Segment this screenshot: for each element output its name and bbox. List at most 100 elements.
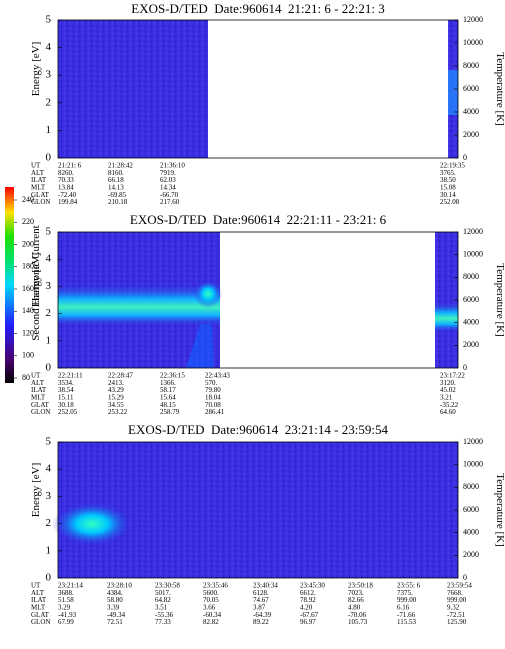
ephemeris-value: 82.66 <box>348 596 364 604</box>
ephemeris-value: 999.00 <box>397 596 417 604</box>
ephemeris-label: ILAT <box>31 596 47 604</box>
ephemeris-value: -55.36 <box>155 611 174 619</box>
ephemeris-value: 70.05 <box>203 596 219 604</box>
ephemeris-value: 58.80 <box>107 596 123 604</box>
ephemeris-label: MLT <box>31 604 46 612</box>
y-axis-label: Energy [eV] <box>30 42 42 96</box>
y-tick-label: 5 <box>46 226 52 238</box>
ephemeris-value: 258.79 <box>160 408 180 416</box>
y2-tick-label: 10000 <box>463 38 483 47</box>
y2-axis-label: Temperature [K] <box>494 52 505 125</box>
y2-tick-label: 0 <box>463 153 467 162</box>
y-tick-label: 0 <box>46 572 52 584</box>
ephemeris-label: GLON <box>31 618 50 626</box>
ephemeris-value: 4384. <box>107 589 123 597</box>
panel-title: EXOS-D/TED Date:960614 22:21:11 - 23:21:… <box>130 212 387 227</box>
y2-axis-label: Temperature [K] <box>494 263 505 336</box>
ephemeris-value: 23:17:22 <box>440 372 465 380</box>
ephemeris-value: 252.05 <box>58 408 78 416</box>
y-tick-label: 0 <box>46 362 52 374</box>
ephemeris-value: 77.33 <box>155 618 171 626</box>
ephemeris-value: 67.99 <box>58 618 74 626</box>
ephemeris-value: 23:50:18 <box>348 582 373 590</box>
ephemeris-value: 23:30:58 <box>155 582 180 590</box>
y2-tick-label: 0 <box>463 573 467 582</box>
ephemeris-value: 21:36:10 <box>160 162 185 170</box>
y2-tick-label: 4000 <box>463 107 479 116</box>
y2-tick-label: 10000 <box>463 459 483 468</box>
ephemeris-label: UT <box>31 582 41 590</box>
ephemeris-value: 3120. <box>440 379 456 387</box>
y2-tick-label: 6000 <box>463 505 479 514</box>
colorbar <box>5 187 14 383</box>
y2-tick-label: 6000 <box>463 295 479 304</box>
ephemeris-value: 38.54 <box>58 386 74 394</box>
ephemeris-value: 4.80 <box>348 604 361 612</box>
ephemeris-value: 22:19:35 <box>440 162 465 170</box>
y2-tick-label: 8000 <box>463 482 479 491</box>
ephemeris-value: 14.13 <box>108 184 124 192</box>
ephemeris-value: 253.22 <box>108 408 128 416</box>
ephemeris-value: 15.11 <box>58 394 74 402</box>
y-tick-label: 4 <box>46 463 52 475</box>
ephemeris-value: 23:55: 6 <box>397 582 421 590</box>
y-tick-label: 1 <box>46 334 52 346</box>
ephemeris-value: 89.22 <box>253 618 269 626</box>
ephemeris-value: 23:21:14 <box>58 582 83 590</box>
y2-tick-label: 4000 <box>463 527 479 536</box>
ephemeris-label: ALT <box>31 589 45 597</box>
ephemeris-value: 79.80 <box>205 386 221 394</box>
y-tick-label: 4 <box>46 253 52 265</box>
spectrogram-feature <box>58 284 220 326</box>
ephemeris-value: -67.67 <box>300 611 319 619</box>
colorbar-label: Second Harmonic Current <box>30 225 42 340</box>
ephemeris-value: 252.08 <box>440 198 460 206</box>
y-tick-label: 5 <box>46 14 52 26</box>
ephemeris-value: 45.02 <box>440 386 456 394</box>
ephemeris-value: -71.66 <box>397 611 416 619</box>
ephemeris-value: 5600. <box>203 589 219 597</box>
y-tick-label: 2 <box>46 307 52 319</box>
y2-tick-label: 12000 <box>463 437 483 446</box>
ephemeris-value: 78.92 <box>300 596 316 604</box>
y2-tick-label: 8000 <box>463 272 479 281</box>
ephemeris-value: 3534. <box>58 379 74 387</box>
y-tick-label: 1 <box>46 544 52 556</box>
ephemeris-value: -49.34 <box>107 611 126 619</box>
ephemeris-value: 105.73 <box>348 618 368 626</box>
ephemeris-label: GLAT <box>31 611 50 619</box>
ephemeris-value: 14.34 <box>160 184 176 192</box>
colorbar-tick-label: 220 <box>22 217 34 226</box>
ephemeris-value: 570. <box>205 379 218 387</box>
colorbar-tick-label: 120 <box>22 328 34 337</box>
spectrogram-feature <box>52 502 132 546</box>
ephemeris-value: 22:36:15 <box>160 372 185 380</box>
spectrogram <box>435 232 458 368</box>
ephemeris-value: 3765. <box>440 169 456 177</box>
ephemeris-value: 3.66 <box>203 604 216 612</box>
ephemeris-value: 30.14 <box>440 191 456 199</box>
ephemeris-value: 23:28:10 <box>107 582 132 590</box>
spectrogram <box>58 442 458 578</box>
ephemeris-value: 64.82 <box>155 596 171 604</box>
ephemeris-label: UT <box>31 372 41 380</box>
ephemeris-value: 5017. <box>155 589 171 597</box>
ephemeris-value: 48.15 <box>160 401 176 409</box>
colorbar-tick-label: 240 <box>22 195 34 204</box>
y2-tick-label: 12000 <box>463 15 483 24</box>
y-tick-label: 4 <box>46 41 52 53</box>
spectrogram-feature <box>186 324 214 368</box>
y-tick-label: 3 <box>46 280 52 292</box>
ephemeris-value: 96.97 <box>300 618 316 626</box>
ephemeris-label: ILAT <box>31 176 47 184</box>
ephemeris-value: 7023. <box>348 589 364 597</box>
ephemeris-value: 8260. <box>58 169 74 177</box>
ephemeris-value: 21:28:42 <box>108 162 133 170</box>
ephemeris-value: 199.84 <box>58 198 78 206</box>
ephemeris-value: -66.70 <box>160 191 179 199</box>
ephemeris-value: 7668. <box>447 589 463 597</box>
spectrogram-feature <box>448 70 458 115</box>
ephemeris-value: 15.64 <box>160 394 176 402</box>
y2-tick-label: 2000 <box>463 130 479 139</box>
